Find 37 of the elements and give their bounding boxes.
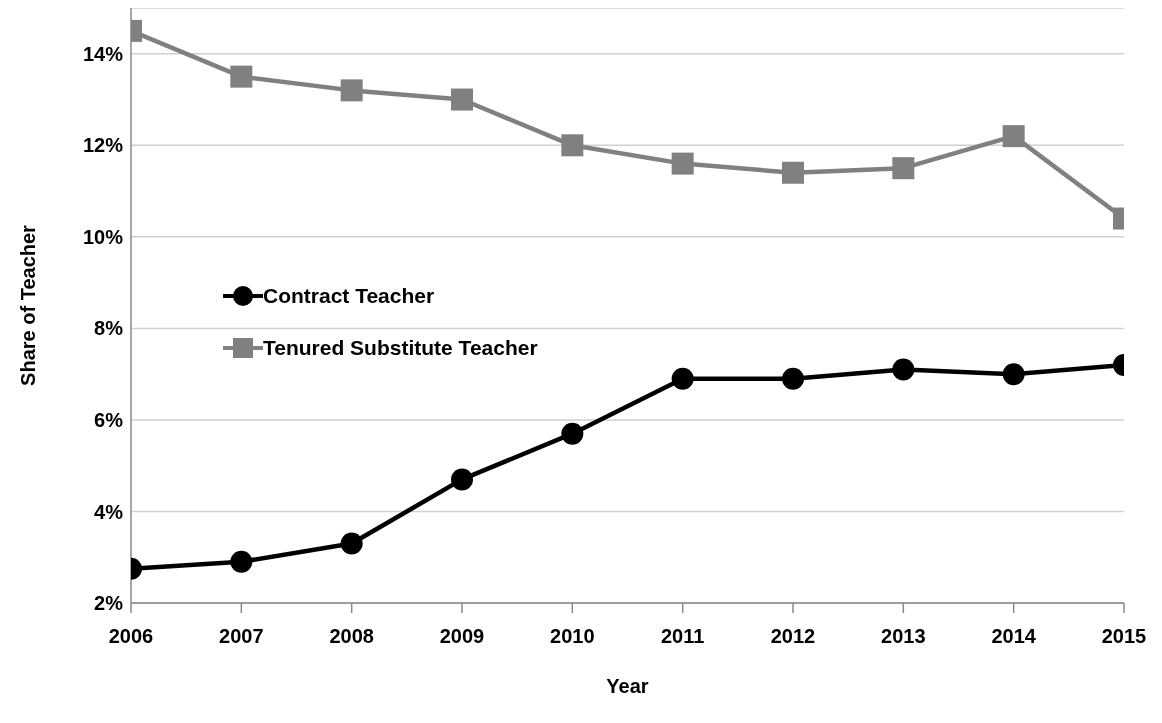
x-tick-label: 2011 [660, 625, 705, 648]
point [340, 79, 363, 102]
y-tick-label: 4% [94, 500, 124, 523]
point [451, 468, 473, 491]
x-tick-label: 2012 [770, 625, 816, 648]
x-tick-label: 2013 [881, 625, 926, 648]
point [451, 88, 473, 111]
x-axis-title: Year [606, 675, 649, 697]
point [782, 161, 804, 184]
x-tick-label: 2015 [1101, 625, 1147, 648]
legend-label: Tenured Substitute Teacher [263, 336, 538, 360]
x-tick-label: 2006 [108, 625, 154, 648]
point [230, 550, 253, 573]
legend-label: Contract Teacher [263, 284, 435, 308]
point [671, 367, 694, 390]
y-tick-label: 8% [94, 317, 124, 340]
point [782, 367, 804, 390]
x-tick-label: 2009 [439, 625, 485, 648]
point [892, 157, 915, 180]
point [1002, 363, 1025, 386]
y-tick-label: 6% [94, 409, 124, 432]
y-tick-label: 12% [82, 134, 124, 157]
x-tick-label: 2014 [991, 625, 1037, 648]
y-axis-title: Share of Teacher [17, 224, 40, 386]
y-tick-label: 14% [82, 42, 124, 65]
point [671, 152, 694, 175]
y-tick-label: 10% [82, 225, 124, 248]
x-tick-label: 2010 [550, 625, 595, 648]
x-tick-label: 2007 [219, 625, 264, 648]
point [561, 422, 584, 445]
y-tick-label: 2% [94, 592, 124, 615]
point [561, 134, 584, 157]
point [892, 358, 915, 381]
point [340, 532, 363, 555]
x-tick-label: 2008 [329, 625, 374, 648]
point [1002, 125, 1025, 148]
point [230, 65, 253, 88]
